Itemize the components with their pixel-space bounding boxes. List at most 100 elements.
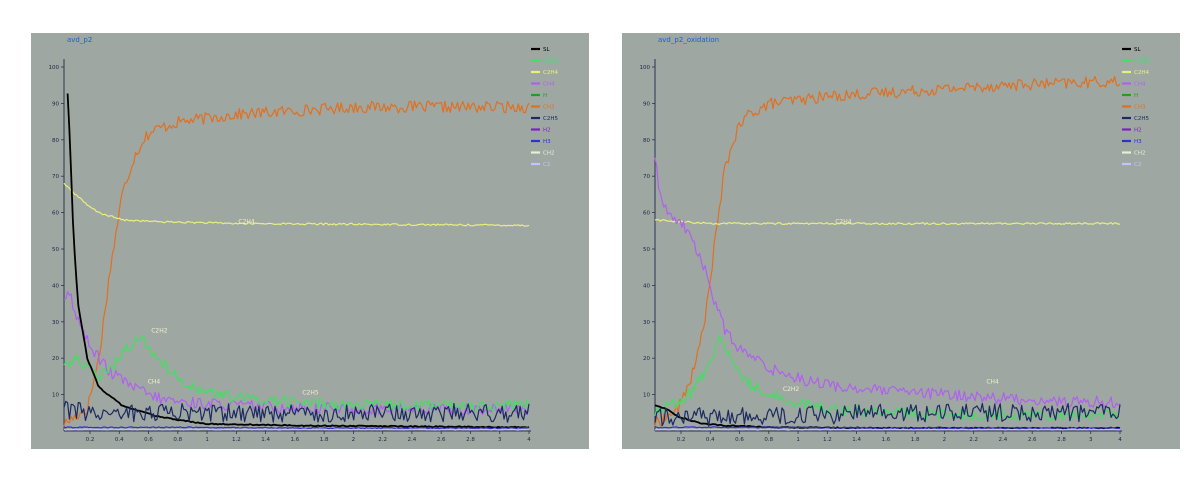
series-annotation: CH4 — [986, 379, 999, 386]
legend-label: CH4 — [543, 82, 555, 88]
legend-label: H — [543, 93, 547, 99]
y-tick-label: 90 — [52, 101, 59, 107]
legend-label: CH2 — [1134, 151, 1145, 157]
series-line — [654, 75, 1121, 427]
legend-label: H3 — [1134, 139, 1142, 145]
x-tick-label: 0.8 — [173, 437, 182, 443]
x-tick-label: 3 — [498, 437, 502, 443]
x-tick-label: 0.4 — [115, 437, 124, 443]
legend-label: C2H2 — [543, 59, 558, 65]
x-tick-label: 0.4 — [706, 437, 715, 443]
legend-label: C2H5 — [1134, 116, 1149, 122]
x-tick-label: 1.4 — [261, 437, 270, 443]
y-tick-label: 80 — [52, 138, 59, 144]
series-line — [63, 400, 530, 423]
legend-label: CH2 — [543, 151, 554, 157]
line-chart-left: avd_p2 10 20 30 40 50 60 70 80 90 100 0.2 0.4 0.6 0.8 1… — [49, 36, 559, 443]
series-annotation: C2H5 — [302, 390, 319, 397]
legend-label: CH4 — [1134, 82, 1146, 88]
legend-label: C2 — [543, 162, 550, 168]
legend-label: C2H5 — [543, 116, 558, 122]
x-tick-label: 1.2 — [232, 437, 241, 443]
y-tick-label: 100 — [49, 65, 60, 71]
series-line — [654, 402, 1121, 427]
y-tick-label: 10 — [643, 393, 650, 399]
legend-label: CH3 — [543, 105, 555, 111]
series-line — [654, 219, 1121, 225]
x-tick-label: 1.4 — [852, 437, 861, 443]
x-tick-label: 1.2 — [823, 437, 832, 443]
series-line — [63, 100, 530, 427]
legend-label: C2H2 — [1134, 59, 1149, 65]
x-tick-label: 2.6 — [1028, 437, 1037, 443]
legend-label: H3 — [543, 139, 551, 145]
series-annotation: C2H4 — [835, 219, 852, 226]
y-tick-label: 10 — [52, 393, 59, 399]
x-tick-label: 1.8 — [320, 437, 329, 443]
x-tick-label: 0.2 — [677, 437, 686, 443]
legend-label: CH3 — [1134, 105, 1146, 111]
x-tick-label: 4 — [1118, 437, 1122, 443]
x-tick-label: 2.6 — [437, 437, 446, 443]
x-tick-label: 2.8 — [466, 437, 475, 443]
series-annotation: CH4 — [148, 379, 161, 386]
series-line — [63, 428, 530, 431]
line-chart-right: avd_p2_oxidation 10 20 30 40 50 60 70 80 90 100 0.2… — [640, 36, 1150, 443]
legend-label: SL — [1134, 47, 1141, 53]
legend-label: H — [1134, 93, 1138, 99]
y-tick-label: 20 — [52, 356, 59, 362]
series-line — [654, 428, 1121, 431]
x-tick-label: 1 — [205, 437, 209, 443]
series-line — [63, 334, 530, 412]
x-tick-label: 1.6 — [290, 437, 299, 443]
y-tick-label: 50 — [643, 247, 650, 253]
x-tick-label: 0.2 — [86, 437, 95, 443]
y-tick-label: 100 — [640, 65, 651, 71]
x-tick-label: 2 — [352, 437, 356, 443]
y-tick-label: 40 — [643, 283, 650, 289]
y-tick-label: 50 — [52, 247, 59, 253]
series-line — [654, 157, 1121, 409]
chart-panel-right: avd_p2_oxidation 10 20 30 40 50 60 70 80 90 100 0.2… — [622, 33, 1180, 449]
series-line — [66, 93, 530, 429]
series-annotation: C2H2 — [783, 386, 800, 393]
x-tick-label: 2.8 — [1057, 437, 1066, 443]
legend-label: C2H4 — [543, 70, 558, 76]
legend-label: SL — [543, 47, 550, 53]
x-tick-label: 2 — [943, 437, 947, 443]
y-tick-label: 60 — [643, 211, 650, 217]
series-line — [63, 291, 530, 416]
legend-label: C2 — [1134, 162, 1141, 168]
x-tick-label: 1.8 — [911, 437, 920, 443]
y-tick-label: 70 — [643, 174, 650, 180]
x-tick-label: 0.6 — [735, 437, 744, 443]
series-line — [654, 426, 1121, 430]
x-tick-label: 1.6 — [881, 437, 890, 443]
y-tick-label: 40 — [52, 283, 59, 289]
x-tick-label: 2.2 — [378, 437, 387, 443]
legend-label: C2H4 — [1134, 70, 1149, 76]
x-tick-label: 1 — [796, 437, 800, 443]
chart-title: avd_p2 — [67, 36, 92, 44]
series-annotation: C2H4 — [238, 219, 255, 226]
y-tick-label: 30 — [52, 320, 59, 326]
x-tick-label: 4 — [527, 437, 531, 443]
y-tick-label: 70 — [52, 174, 59, 180]
legend-label: H2 — [543, 128, 551, 134]
series-annotation: C2H2 — [151, 328, 168, 335]
x-tick-label: 2.4 — [408, 437, 417, 443]
x-tick-label: 0.6 — [144, 437, 153, 443]
x-tick-label: 2.4 — [999, 437, 1008, 443]
y-tick-label: 80 — [643, 138, 650, 144]
series-line — [63, 426, 530, 430]
y-tick-label: 30 — [643, 320, 650, 326]
y-tick-label: 60 — [52, 211, 59, 217]
legend-label: H2 — [1134, 128, 1142, 134]
x-tick-label: 3 — [1089, 437, 1093, 443]
x-tick-label: 2.2 — [969, 437, 978, 443]
y-tick-label: 20 — [643, 356, 650, 362]
series-line — [63, 182, 530, 227]
y-tick-label: 90 — [643, 101, 650, 107]
series-line — [654, 334, 1121, 421]
chart-panel-left: avd_p2 10 20 30 40 50 60 70 80 90 100 0.2 0.4 0.6 0.8 1… — [31, 33, 589, 449]
